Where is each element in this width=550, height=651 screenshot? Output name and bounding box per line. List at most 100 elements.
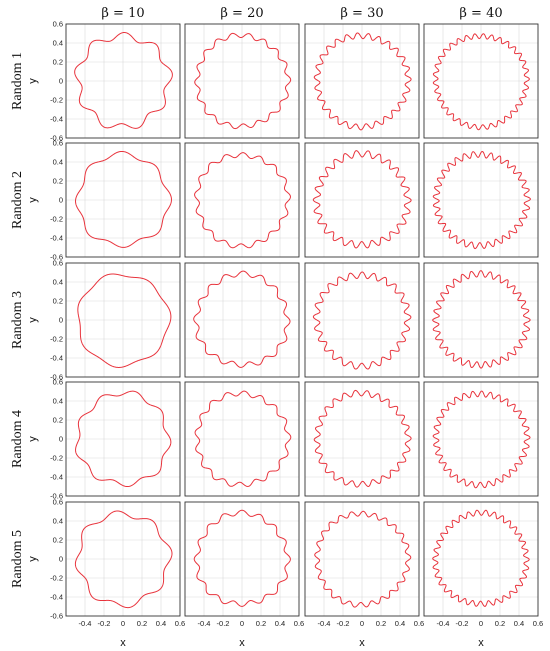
- y-tick-label: 0.6: [53, 20, 63, 29]
- column-label-beta: β = 40: [459, 6, 502, 21]
- boundary-curve: [77, 273, 172, 368]
- y-axis-label: y: [27, 197, 39, 203]
- boundary-curve: [194, 390, 292, 487]
- y-tick-label: -0.4: [50, 354, 63, 363]
- axes-frame: [184, 501, 300, 617]
- axes-frame: [304, 142, 420, 258]
- axes-frame: [423, 501, 539, 617]
- subplot: [184, 142, 300, 258]
- y-tick-label: -0.4: [50, 473, 63, 482]
- y-tick-label: 0.4: [53, 397, 63, 406]
- boundary-curve: [74, 31, 173, 129]
- boundary-curve: [313, 389, 412, 488]
- x-tick-label: -0.2: [456, 619, 469, 628]
- boundary-curve: [193, 270, 291, 368]
- boundary-curve: [432, 509, 530, 607]
- axes-frame: [184, 381, 300, 497]
- subplot: [423, 501, 539, 617]
- y-tick-label: -0.4: [50, 115, 63, 124]
- y-tick-label: 0.4: [53, 517, 63, 526]
- axes-frame: [65, 262, 181, 378]
- y-tick-label: 0.2: [53, 536, 63, 545]
- x-tick-label: -0.4: [318, 619, 331, 628]
- x-axis-label: x: [478, 637, 484, 649]
- x-tick-label: -0.4: [79, 619, 92, 628]
- boundary-curve: [74, 510, 173, 609]
- boundary-curve: [432, 390, 531, 489]
- boundary-curve: [312, 150, 412, 249]
- x-tick-label: 0.2: [495, 619, 505, 628]
- subplot: [65, 381, 181, 497]
- x-tick-label: -0.2: [217, 619, 230, 628]
- subplot: [184, 23, 300, 139]
- x-tick-label: 0.2: [376, 619, 386, 628]
- row-label: Random 5: [10, 530, 25, 588]
- column-label-beta: β = 10: [101, 6, 144, 21]
- axes-frame: [65, 23, 181, 139]
- subplot: [304, 23, 420, 139]
- x-tick-label: 0.4: [395, 619, 405, 628]
- subplot: [423, 23, 539, 139]
- y-tick-label: -0.2: [50, 335, 63, 344]
- subplot: [65, 142, 181, 258]
- x-tick-label: -0.4: [198, 619, 211, 628]
- axes-frame: [184, 23, 300, 139]
- y-tick-label: 0.6: [53, 259, 63, 268]
- row-label: Random 4: [10, 410, 25, 468]
- y-tick-label: 0.6: [53, 139, 63, 148]
- y-tick-label: 0: [59, 435, 63, 444]
- boundary-curve: [75, 150, 172, 248]
- row-label: Random 1: [10, 52, 25, 110]
- axes-frame: [65, 501, 181, 617]
- subplot: [304, 142, 420, 258]
- y-tick-label: -0.6: [50, 492, 63, 501]
- x-tick-label: 0: [360, 619, 364, 628]
- y-tick-label: 0.4: [53, 278, 63, 287]
- y-tick-label: 0.4: [53, 39, 63, 48]
- axes-frame: [65, 142, 181, 258]
- y-axis-label: y: [27, 436, 39, 442]
- x-tick-label: 0: [240, 619, 244, 628]
- y-tick-label: 0.6: [53, 378, 63, 387]
- subplot: [184, 381, 300, 497]
- axes-frame: [65, 381, 181, 497]
- y-tick-label: -0.2: [50, 574, 63, 583]
- y-tick-label: -0.2: [50, 215, 63, 224]
- axes-frame: [423, 381, 539, 497]
- y-tick-label: -0.4: [50, 234, 63, 243]
- y-axis-label: y: [27, 78, 39, 84]
- boundary-curve: [432, 33, 530, 131]
- x-tick-label: -0.2: [98, 619, 111, 628]
- y-tick-label: 0: [59, 196, 63, 205]
- x-tick-label: 0.2: [137, 619, 147, 628]
- x-tick-label: -0.4: [437, 619, 450, 628]
- y-tick-label: 0.6: [53, 498, 63, 507]
- x-tick-label: 0.4: [514, 619, 524, 628]
- y-tick-label: -0.6: [50, 134, 63, 143]
- y-tick-label: 0: [59, 555, 63, 564]
- axes-frame: [423, 142, 539, 258]
- boundary-curve: [312, 271, 412, 370]
- x-tick-label: 0.6: [414, 619, 424, 628]
- axes-frame: [184, 142, 300, 258]
- axes-frame: [304, 23, 420, 139]
- x-tick-label: 0: [479, 619, 483, 628]
- y-tick-label: 0.4: [53, 158, 63, 167]
- y-tick-label: 0.2: [53, 416, 63, 425]
- subplot: [304, 501, 420, 617]
- subplot: [65, 501, 181, 617]
- subplot: [65, 262, 181, 378]
- y-tick-label: -0.2: [50, 454, 63, 463]
- subplot: [423, 381, 539, 497]
- boundary-curve: [313, 32, 412, 131]
- subplot: [65, 23, 181, 139]
- axes-frame: [304, 262, 420, 378]
- x-tick-label: 0.2: [256, 619, 266, 628]
- y-tick-label: -0.4: [50, 593, 63, 602]
- subplot: [423, 262, 539, 378]
- column-label-beta: β = 30: [340, 6, 383, 21]
- y-tick-label: -0.6: [50, 373, 63, 382]
- row-label: Random 2: [10, 171, 25, 229]
- boundary-curve: [432, 150, 531, 250]
- boundary-curve: [193, 509, 291, 607]
